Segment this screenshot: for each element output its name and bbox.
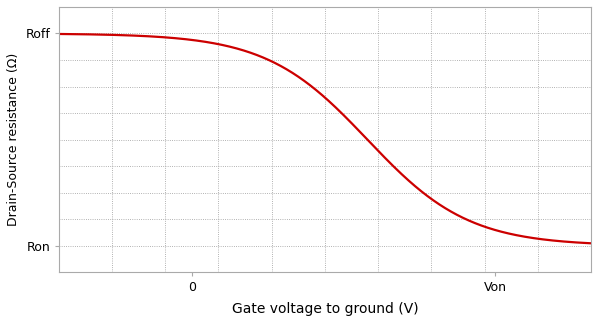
X-axis label: Gate voltage to ground (V): Gate voltage to ground (V) [231,302,418,316]
Y-axis label: Drain-Source resistance (Ω): Drain-Source resistance (Ω) [7,53,20,226]
